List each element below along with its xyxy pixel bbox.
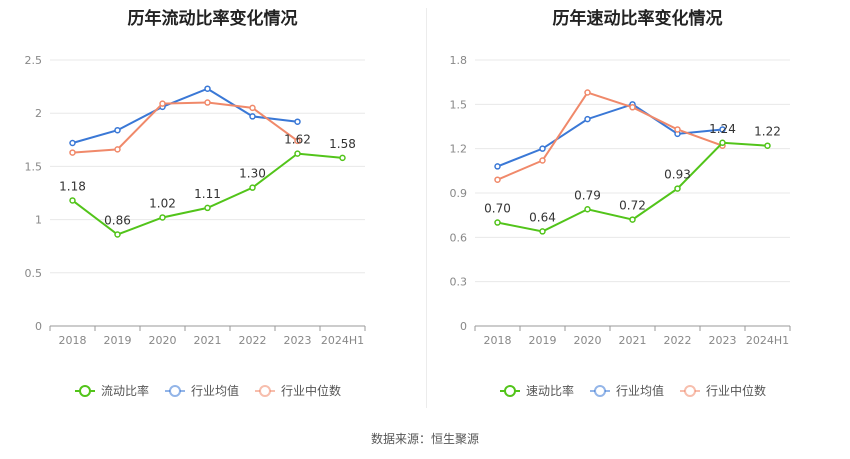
x-tick-label: 2023 bbox=[709, 334, 737, 347]
x-tick-label: 2024H1 bbox=[321, 334, 364, 347]
data-point[interactable] bbox=[584, 206, 591, 213]
data-point[interactable] bbox=[719, 126, 726, 133]
current-ratio-chart: 历年流动比率变化情况 0 0.5 1 1.5 2 2.5 2018 2019 2020 2021 2… bbox=[0, 0, 425, 420]
data-point[interactable] bbox=[539, 157, 546, 164]
data-point[interactable] bbox=[629, 216, 636, 223]
data-point[interactable] bbox=[69, 149, 76, 156]
current-ratio-plot: 0 0.5 1 1.5 2 2.5 2018 2019 2020 2021 2022 2023 2024… bbox=[25, 54, 366, 398]
series-line-1 bbox=[72, 87, 298, 144]
series-line-2 bbox=[497, 91, 723, 181]
data-point[interactable] bbox=[674, 126, 681, 133]
y-tick-label: 0 bbox=[460, 320, 467, 333]
x-tick-label: 2020 bbox=[149, 334, 177, 347]
data-point[interactable] bbox=[584, 115, 591, 123]
data-label: 1.02 bbox=[149, 196, 176, 210]
y-tick-label: 0.3 bbox=[450, 276, 468, 289]
data-point[interactable] bbox=[69, 139, 76, 147]
quick-ratio-plot: 0 0.3 0.6 0.9 1.2 1.5 1.8 2018 2019 2020 2021 2022 2… bbox=[450, 54, 791, 398]
x-tick-label: 2024H1 bbox=[746, 334, 789, 347]
data-point[interactable] bbox=[159, 214, 166, 221]
data-label: 0.72 bbox=[619, 199, 646, 213]
data-point[interactable] bbox=[294, 150, 301, 157]
y-tick-label: 0 bbox=[35, 320, 42, 333]
x-tick-label: 2018 bbox=[484, 334, 512, 347]
y-tick-label: 1.2 bbox=[450, 143, 468, 156]
legend-marker[interactable] bbox=[259, 385, 271, 397]
x-tick-label: 2019 bbox=[529, 334, 557, 347]
x-tick-label: 2022 bbox=[239, 334, 267, 347]
data-point[interactable] bbox=[204, 204, 211, 212]
y-tick-label: 1.8 bbox=[450, 54, 468, 67]
x-tick-label: 2023 bbox=[284, 334, 312, 347]
data-label: 1.22 bbox=[754, 125, 781, 139]
legend-label[interactable]: 流动比率 bbox=[101, 383, 149, 398]
series-line-2 bbox=[72, 101, 299, 154]
data-point[interactable] bbox=[339, 154, 346, 162]
y-tick-label: 2 bbox=[35, 107, 42, 120]
data-point[interactable] bbox=[294, 118, 301, 125]
y-tick-label: 1 bbox=[35, 214, 42, 227]
legend-label[interactable]: 行业中位数 bbox=[281, 383, 341, 398]
chart-title: 历年速动比率变化情况 bbox=[552, 9, 723, 29]
data-label: 1.62 bbox=[284, 133, 311, 147]
data-source: 数据来源：恒生聚源 bbox=[370, 432, 479, 446]
data-point[interactable] bbox=[159, 100, 166, 107]
data-label: 0.86 bbox=[104, 213, 131, 227]
data-point[interactable] bbox=[494, 176, 501, 183]
y-tick-label: 0.9 bbox=[450, 187, 468, 200]
data-point[interactable] bbox=[69, 197, 76, 204]
data-label: 0.64 bbox=[529, 210, 556, 224]
data-label: 0.93 bbox=[664, 168, 691, 182]
data-label: 0.79 bbox=[574, 188, 601, 202]
x-tick-label: 2021 bbox=[619, 334, 647, 347]
x-tick-label: 2020 bbox=[574, 334, 602, 347]
quick-ratio-chart: 历年速动比率变化情况 0 0.3 0.6 0.9 1.2 1.5 1.8 2018 2019 20… bbox=[425, 0, 850, 420]
data-point[interactable] bbox=[494, 163, 501, 170]
data-point[interactable] bbox=[539, 228, 546, 235]
data-point[interactable] bbox=[294, 137, 301, 145]
data-point[interactable] bbox=[114, 146, 121, 153]
legend-label[interactable]: 行业均值 bbox=[616, 383, 664, 398]
series-line-1 bbox=[497, 103, 723, 168]
data-point[interactable] bbox=[764, 142, 771, 149]
y-tick-label: 0.5 bbox=[25, 267, 43, 280]
data-label: 0.70 bbox=[484, 202, 511, 216]
data-point[interactable] bbox=[584, 89, 591, 96]
y-tick-label: 1.5 bbox=[25, 160, 43, 173]
y-tick-label: 0.6 bbox=[450, 231, 468, 244]
legend-label[interactable]: 速动比率 bbox=[526, 383, 574, 398]
data-point[interactable] bbox=[249, 184, 256, 191]
data-point[interactable] bbox=[674, 185, 681, 192]
data-label: 1.24 bbox=[709, 122, 736, 136]
data-label: 1.58 bbox=[329, 137, 356, 151]
data-label: 1.30 bbox=[239, 167, 266, 181]
x-tick-label: 2019 bbox=[104, 334, 132, 347]
data-label: 1.18 bbox=[59, 179, 86, 193]
legend-marker[interactable] bbox=[504, 385, 516, 397]
y-tick-label: 2.5 bbox=[25, 54, 43, 67]
legend-marker[interactable] bbox=[79, 385, 91, 397]
data-point[interactable] bbox=[249, 113, 256, 120]
legend-label[interactable]: 行业中位数 bbox=[706, 383, 766, 398]
data-point[interactable] bbox=[719, 139, 726, 147]
data-point[interactable] bbox=[114, 126, 121, 134]
x-tick-label: 2018 bbox=[59, 334, 87, 347]
legend-marker[interactable] bbox=[169, 385, 181, 397]
x-tick-label: 2021 bbox=[194, 334, 222, 347]
chart-title: 历年流动比率变化情况 bbox=[127, 9, 298, 29]
data-point[interactable] bbox=[204, 99, 211, 106]
data-point[interactable] bbox=[249, 104, 256, 112]
data-label: 1.11 bbox=[194, 187, 221, 201]
legend-label[interactable]: 行业均值 bbox=[191, 383, 239, 398]
data-point[interactable] bbox=[494, 219, 501, 226]
panel-divider bbox=[426, 8, 427, 408]
data-point[interactable] bbox=[204, 85, 211, 92]
data-point[interactable] bbox=[539, 145, 546, 152]
data-point[interactable] bbox=[629, 104, 636, 111]
x-tick-label: 2022 bbox=[664, 334, 692, 347]
legend-marker[interactable] bbox=[594, 385, 606, 397]
y-tick-label: 1.5 bbox=[450, 98, 468, 111]
legend-marker[interactable] bbox=[684, 385, 696, 397]
data-point[interactable] bbox=[114, 231, 121, 238]
